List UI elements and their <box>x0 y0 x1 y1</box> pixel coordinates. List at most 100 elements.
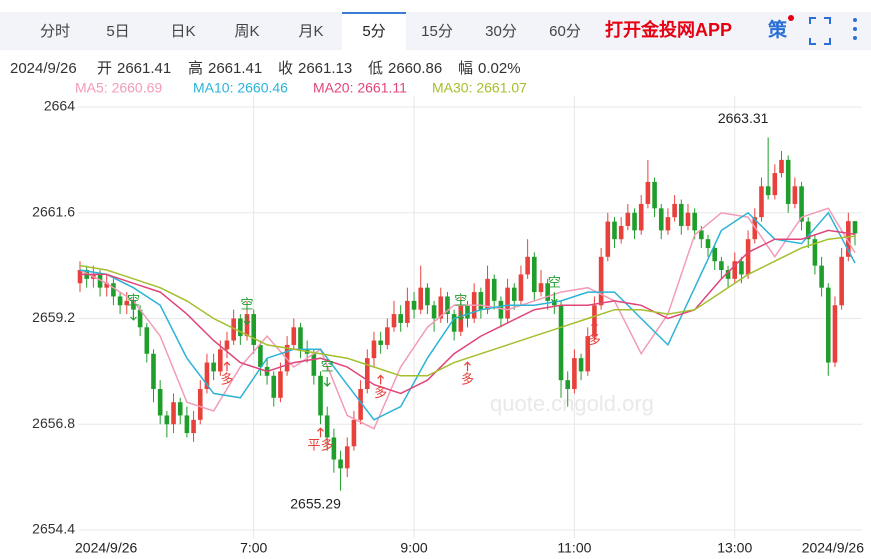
signal-label: 多 <box>374 385 387 400</box>
tab[interactable]: 30分 <box>485 23 517 40</box>
x-tick-label: 7:00 <box>240 540 267 556</box>
candle-body <box>712 248 717 262</box>
candle-body <box>565 380 571 389</box>
candle-body <box>391 314 397 328</box>
cta[interactable]: 打开金投网APP <box>605 19 732 40</box>
tab[interactable]: 周K <box>234 23 259 40</box>
candle-body <box>425 287 430 306</box>
candle-body <box>719 261 724 271</box>
candle-body <box>331 437 337 460</box>
candle-body <box>645 181 651 204</box>
candle-body <box>338 459 343 469</box>
info-text: 2661.13 <box>298 60 352 77</box>
candle-body <box>805 221 811 240</box>
info-text: 2024/9/26 <box>10 60 77 77</box>
candle-body <box>111 283 116 297</box>
tab[interactable]: 分时 <box>40 23 70 40</box>
ma-line <box>79 207 856 430</box>
candle-body <box>612 221 617 240</box>
candle-body <box>638 203 644 231</box>
candle-body <box>745 239 751 275</box>
y-tick-label: 2661.6 <box>32 203 75 219</box>
signal-arrow <box>591 321 598 332</box>
candle-body <box>445 296 450 315</box>
legend-entry: MA30: 2661.07 <box>432 80 527 96</box>
candle-body <box>792 186 798 204</box>
candle-body <box>705 239 711 248</box>
signal-arrow <box>323 376 331 387</box>
candle-body <box>231 318 236 341</box>
candle-body <box>411 300 417 310</box>
candle-body <box>104 283 110 288</box>
watermark: quote.cngold.org <box>490 391 654 416</box>
signal-label: 平多 <box>308 438 334 453</box>
info-text: 2660.86 <box>388 60 442 77</box>
strategy-icon[interactable]: 策 <box>768 18 788 41</box>
signal-arrow <box>550 293 558 304</box>
active-tab-border <box>342 12 406 14</box>
candle-body <box>478 292 484 310</box>
signal-label: 多 <box>588 332 601 347</box>
tab[interactable]: 5日 <box>106 23 129 40</box>
candle-body <box>832 305 838 363</box>
candle-body <box>665 217 671 231</box>
candle-body <box>578 358 584 372</box>
candle-body <box>224 340 230 350</box>
candle-body <box>218 349 223 372</box>
candle-body <box>819 265 824 288</box>
x-tick-label: 11:00 <box>557 540 591 556</box>
candle-body <box>511 287 517 301</box>
legend-entry: MA10: 2660.46 <box>193 80 288 96</box>
signal-arrow <box>457 310 465 321</box>
candle-body <box>678 203 684 226</box>
x-date-start: 2024/9/26 <box>75 540 137 556</box>
signal-label: 多 <box>461 372 474 387</box>
signal-arrow <box>223 361 231 372</box>
signal-label: 空 <box>241 297 254 312</box>
candle-body <box>131 300 136 310</box>
ma-line <box>79 211 856 421</box>
candle-body <box>431 305 437 319</box>
candle-body <box>298 327 303 350</box>
candle-body <box>518 274 524 301</box>
candle-body <box>371 340 377 359</box>
extreme-label: 2655.29 <box>290 495 341 511</box>
x-tick-label: 9:00 <box>400 540 427 556</box>
candle-body <box>157 389 163 416</box>
candle-body <box>117 296 123 306</box>
candle-body <box>785 159 791 204</box>
candle-body <box>291 327 297 345</box>
signal-arrow <box>130 310 137 321</box>
tab[interactable]: 60分 <box>549 23 581 40</box>
candle-body <box>572 358 577 389</box>
candle-body <box>364 358 370 389</box>
tab[interactable]: 5分 <box>362 23 385 40</box>
menu-icon[interactable] <box>853 18 857 40</box>
fullscreen-icon[interactable] <box>809 17 831 45</box>
active-tab-bg <box>342 12 406 50</box>
signal-label: 空 <box>454 292 467 307</box>
tab[interactable]: 日K <box>170 23 195 40</box>
y-tick-label: 2659.2 <box>32 309 75 325</box>
candle-body <box>278 371 283 398</box>
candle-body <box>351 419 357 447</box>
signal-label: 空 <box>127 292 140 307</box>
candle-body <box>538 283 544 293</box>
candle-body <box>197 389 203 420</box>
candle-body <box>451 314 457 332</box>
candle-body <box>545 283 550 301</box>
candle-body <box>505 287 510 319</box>
candle-body <box>765 186 771 196</box>
candle-body <box>485 278 490 310</box>
candle-body <box>632 212 637 231</box>
candle-body <box>692 212 697 231</box>
candle-body <box>191 419 196 434</box>
candle-body <box>97 274 103 288</box>
ma-line <box>80 229 856 395</box>
signal-label: 空 <box>321 358 334 373</box>
icon-dot <box>788 15 794 21</box>
tab[interactable]: 月K <box>298 23 323 40</box>
candle-body <box>271 375 277 398</box>
tab[interactable]: 15分 <box>421 23 453 40</box>
